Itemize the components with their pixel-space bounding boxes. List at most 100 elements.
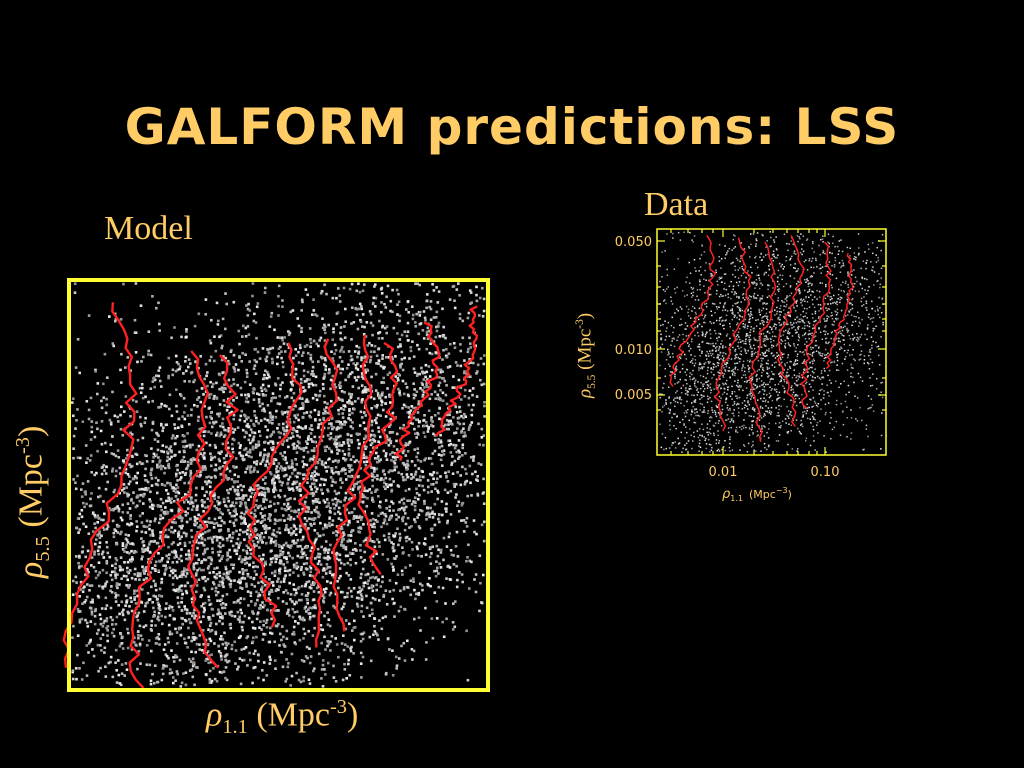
- scatter-point: [157, 637, 161, 641]
- scatter-point: [412, 382, 415, 385]
- scatter-point: [273, 458, 276, 461]
- scatter-point: [357, 350, 361, 353]
- scatter-point: [204, 468, 207, 471]
- scatter-point: [134, 550, 138, 554]
- scatter-point: [481, 492, 485, 495]
- scatter-point: [263, 377, 266, 380]
- scatter-point: [98, 584, 101, 588]
- scatter-point: [210, 521, 214, 524]
- scatter-point: [313, 529, 317, 532]
- scatter-point: [458, 312, 462, 316]
- scatter-point: [358, 302, 362, 306]
- scatter-point: [264, 425, 267, 428]
- scatter-point: [118, 612, 121, 616]
- scatter-point: [291, 472, 294, 475]
- scatter-point: [124, 366, 127, 369]
- scatter-point: [285, 429, 288, 432]
- scatter-point: [263, 373, 266, 377]
- scatter-point: [175, 388, 178, 391]
- scatter-point: [310, 477, 313, 481]
- scatter-point: [306, 591, 310, 595]
- scatter-point: [479, 357, 483, 360]
- scatter-point: [374, 283, 377, 286]
- scatter-point: [474, 470, 477, 474]
- scatter-point: [287, 346, 291, 349]
- scatter-point: [296, 554, 300, 558]
- scatter-point: [371, 612, 374, 615]
- scatter-point: [175, 631, 179, 634]
- scatter-point: [314, 466, 318, 469]
- scatter-point: [160, 559, 163, 562]
- scatter-point: [301, 555, 304, 559]
- scatter-point: [225, 574, 228, 577]
- scatter-point: [461, 454, 464, 457]
- scatter-point: [72, 456, 75, 460]
- scatter-point: [175, 670, 179, 673]
- scatter-point: [261, 478, 265, 481]
- scatter-point: [368, 614, 372, 617]
- scatter-point: [151, 507, 155, 510]
- scatter-point: [157, 569, 161, 572]
- scatter-point: [448, 365, 452, 368]
- scatter-point: [165, 445, 168, 449]
- scatter-point: [186, 460, 190, 464]
- scatter-point: [179, 393, 182, 396]
- scatter-point: [371, 525, 374, 529]
- scatter-point: [366, 572, 370, 576]
- scatter-point: [308, 459, 312, 462]
- scatter-point: [195, 448, 199, 452]
- scatter-point: [131, 455, 134, 458]
- scatter-point: [321, 575, 325, 579]
- scatter-point: [425, 424, 429, 428]
- scatter-point: [183, 541, 187, 545]
- scatter-point: [430, 352, 434, 356]
- scatter-point: [379, 585, 383, 588]
- scatter-point: [277, 430, 281, 434]
- scatter-point: [466, 678, 470, 682]
- scatter-point: [269, 414, 272, 418]
- scatter-point: [328, 368, 331, 371]
- scatter-point: [374, 598, 377, 601]
- scatter-point: [312, 339, 316, 343]
- scatter-point: [200, 387, 204, 390]
- scatter-point: [177, 605, 181, 609]
- scatter-point: [407, 415, 411, 419]
- scatter-point: [390, 541, 393, 544]
- scatter-point: [77, 531, 80, 534]
- scatter-point: [269, 347, 272, 351]
- scatter-point: [285, 524, 288, 527]
- scatter-point: [246, 422, 250, 426]
- scatter-point: [292, 517, 296, 521]
- scatter-point: [151, 529, 154, 532]
- scatter-point: [193, 378, 197, 382]
- scatter-point: [324, 409, 327, 413]
- scatter-point: [335, 492, 338, 496]
- scatter-point: [241, 335, 244, 338]
- scatter-point: [284, 680, 287, 683]
- scatter-point: [362, 453, 365, 457]
- scatter-point: [118, 466, 122, 470]
- scatter-point: [262, 553, 265, 557]
- scatter-point: [281, 412, 284, 416]
- scatter-point: [432, 432, 435, 436]
- scatter-point: [362, 494, 365, 497]
- scatter-point: [128, 551, 131, 555]
- scatter-point: [106, 525, 110, 528]
- scatter-point: [96, 392, 99, 396]
- scatter-point: [390, 355, 394, 359]
- scatter-point: [248, 556, 252, 560]
- scatter-point: [416, 516, 419, 519]
- scatter-point: [208, 681, 212, 684]
- scatter-point: [244, 353, 247, 356]
- scatter-point: [277, 304, 280, 308]
- scatter-point: [276, 336, 280, 339]
- scatter-point: [305, 411, 309, 414]
- scatter-point: [271, 557, 275, 560]
- scatter-point: [352, 321, 356, 324]
- scatter-point: [185, 330, 188, 333]
- scatter-point: [212, 535, 216, 539]
- scatter-point: [397, 378, 400, 382]
- scatter-point: [138, 578, 141, 581]
- scatter-point: [438, 562, 441, 566]
- scatter-point: [452, 602, 455, 605]
